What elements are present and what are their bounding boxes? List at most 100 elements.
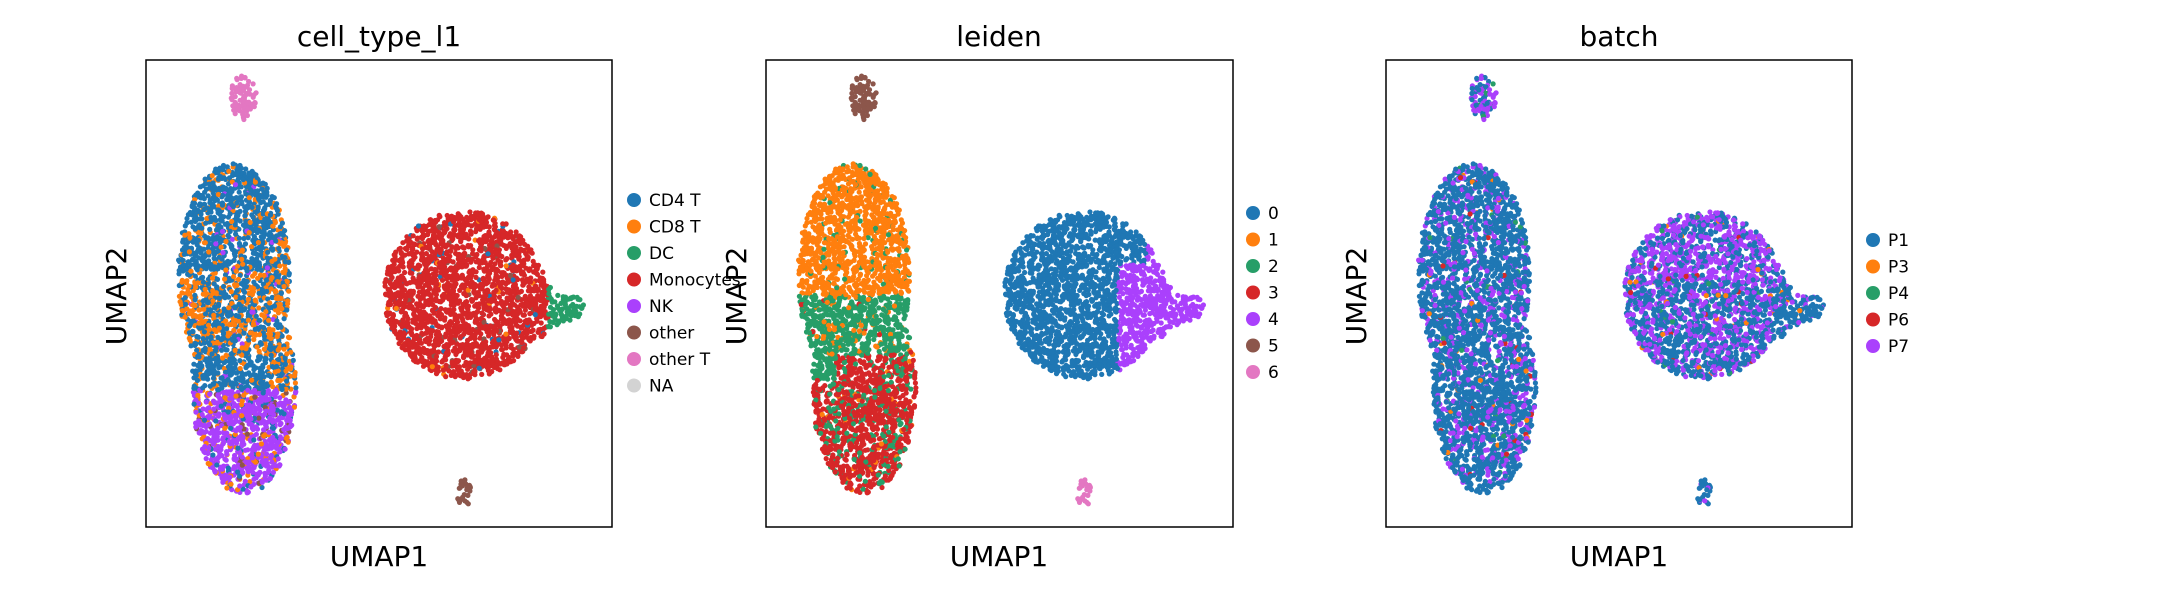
- scatter-point: [477, 335, 483, 341]
- scatter-point: [257, 272, 264, 278]
- scatter-point: [261, 418, 267, 424]
- scatter-point: [498, 342, 504, 348]
- scatter-point: [222, 272, 229, 278]
- scatter-point: [232, 94, 238, 100]
- scatter-point: [192, 297, 198, 303]
- scatter-point: [268, 246, 274, 252]
- scatter-point: [467, 360, 473, 366]
- scatter-point: [232, 402, 239, 408]
- scatter-point: [541, 304, 547, 310]
- scatter-point: [271, 412, 277, 418]
- scatter-point: [486, 329, 492, 336]
- scatter-point: [261, 346, 267, 352]
- scatter-point: [207, 342, 213, 348]
- scatter-point: [221, 283, 227, 290]
- scatter-point: [457, 287, 463, 293]
- scatter-point: [226, 305, 232, 311]
- scatter-point: [233, 102, 239, 108]
- scatter-point: [407, 288, 413, 294]
- scatter-point: [201, 306, 207, 312]
- scatter-point: [244, 379, 250, 385]
- scatter-point: [209, 465, 216, 471]
- scatter-point: [433, 278, 439, 284]
- scatter-point: [274, 407, 281, 413]
- scatter-point: [528, 275, 534, 281]
- scatter-point: [403, 292, 409, 298]
- scatter-point: [541, 325, 547, 331]
- scatter-point: [264, 265, 270, 271]
- scatter-point: [261, 433, 267, 439]
- scatter-point: [252, 297, 258, 303]
- scatter-point: [234, 287, 240, 293]
- scatter-point: [415, 235, 421, 241]
- scatter-point: [235, 435, 242, 441]
- scatter-point: [486, 275, 492, 281]
- scatter-point: [287, 405, 293, 411]
- scatter-point: [513, 334, 520, 340]
- scatter-point: [457, 323, 463, 329]
- scatter-point: [250, 81, 256, 87]
- scatter-point: [207, 226, 213, 232]
- scatter-point: [227, 367, 233, 373]
- scatter-point: [281, 316, 287, 322]
- scatter-point: [554, 303, 561, 309]
- scatter-point: [246, 402, 252, 408]
- scatter-point: [222, 262, 228, 268]
- scatter-point: [249, 204, 255, 210]
- scatter-point: [241, 392, 247, 398]
- scatter-point: [429, 364, 435, 370]
- scatter-point: [241, 307, 247, 313]
- scatter-point: [245, 489, 251, 495]
- scatter-point: [266, 372, 272, 378]
- scatter-point: [284, 378, 290, 384]
- scatter-point: [426, 341, 432, 347]
- scatter-point: [192, 212, 198, 218]
- scatter-point: [448, 372, 454, 378]
- scatter-point: [239, 247, 245, 253]
- scatter-point: [186, 231, 192, 237]
- scatter-point: [507, 242, 513, 248]
- scatter-point: [262, 473, 268, 479]
- scatter-point: [389, 325, 395, 331]
- scatter-point: [495, 257, 501, 263]
- scatter-point: [285, 399, 291, 405]
- scatter-point: [221, 359, 227, 366]
- scatter-point: [210, 381, 216, 387]
- scatter-point: [513, 330, 520, 336]
- scatter-point: [211, 406, 217, 412]
- scatter-point: [538, 320, 544, 326]
- scatter-point: [473, 328, 479, 335]
- scatter-point: [201, 449, 207, 455]
- scatter-point: [411, 311, 417, 317]
- scatter-point: [477, 224, 483, 230]
- scatter-point: [214, 249, 220, 255]
- scatter-point: [275, 331, 281, 337]
- scatter-point: [478, 246, 484, 252]
- scatter-point: [524, 320, 531, 326]
- scatter-point: [429, 349, 435, 355]
- scatter-point: [458, 237, 464, 243]
- scatter-point: [278, 295, 284, 301]
- scatter-point: [265, 232, 272, 238]
- scatter-point: [192, 340, 198, 346]
- scatter-point: [195, 209, 201, 215]
- scatter-point: [251, 279, 257, 285]
- scatter-point: [205, 193, 211, 199]
- scatter-point: [225, 465, 231, 471]
- scatter-point: [211, 214, 217, 220]
- scatter-point: [261, 222, 267, 228]
- scatter-point: [478, 315, 484, 322]
- scatter-point: [445, 255, 451, 261]
- scatter-point: [197, 367, 203, 374]
- scatter-point: [283, 390, 289, 396]
- scatter-point: [239, 462, 245, 468]
- scatter-point: [229, 300, 235, 307]
- scatter-point: [215, 191, 221, 198]
- scatter-point: [274, 207, 280, 214]
- scatter-point: [405, 347, 411, 353]
- scatter-point: [216, 254, 222, 260]
- scatter-point: [500, 291, 506, 297]
- scatter-point: [216, 203, 222, 209]
- scatter-point: [533, 304, 539, 310]
